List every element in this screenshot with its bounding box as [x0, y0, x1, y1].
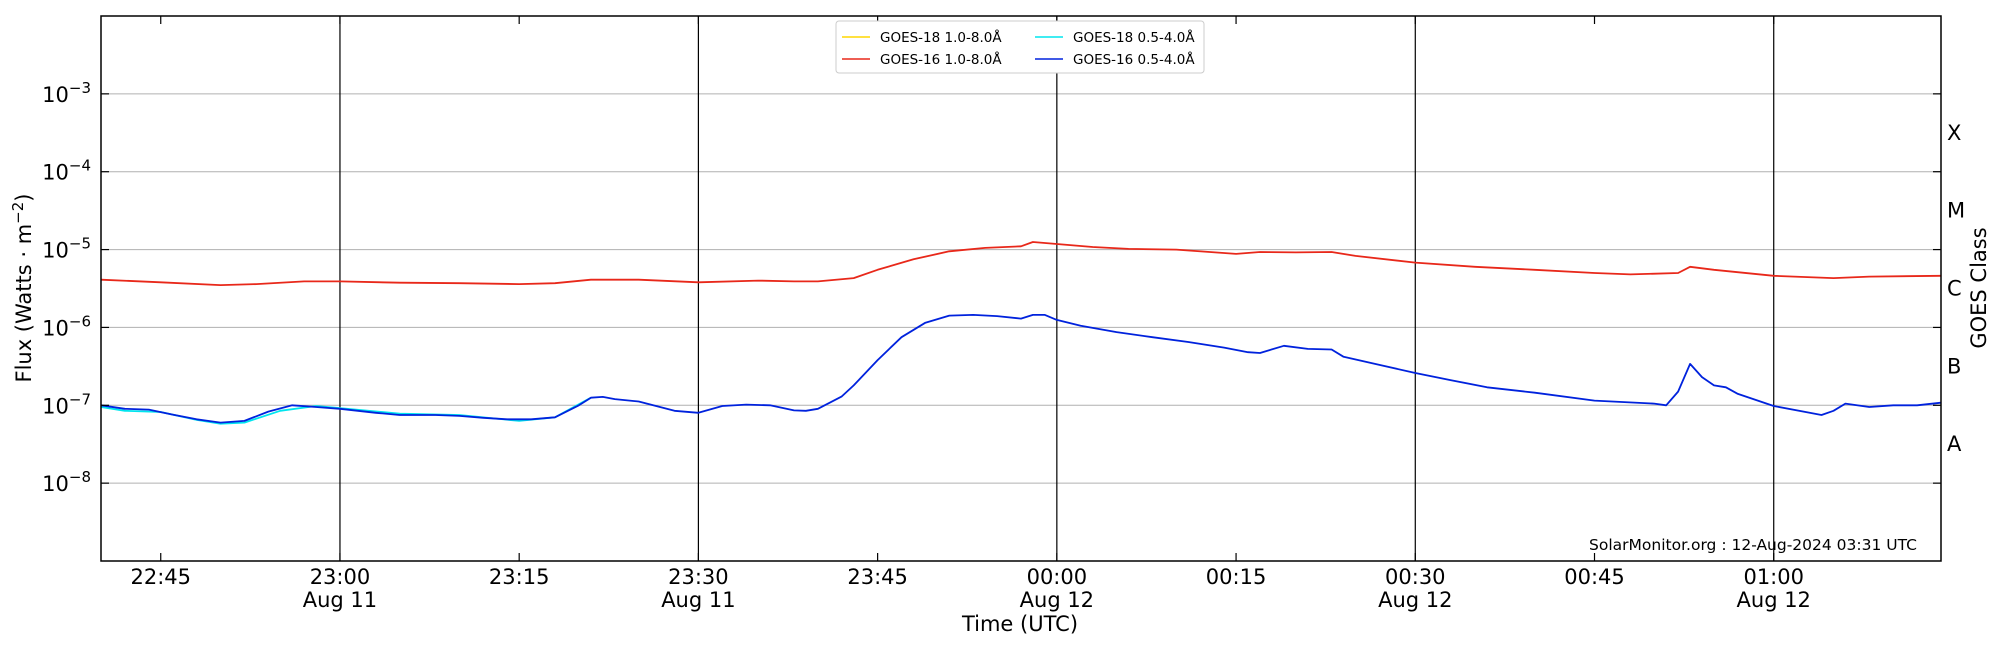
x-tick-label: 00:15	[1206, 565, 1267, 589]
goes-class-axis-title: GOES Class	[1967, 227, 1991, 348]
y-tick-base: 10	[42, 316, 69, 340]
x-tick-date: Aug 12	[1020, 588, 1094, 612]
watermark: SolarMonitor.org : 12-Aug-2024 03:31 UTC	[1589, 536, 1917, 554]
x-tick-label: 00:45	[1564, 565, 1625, 589]
legend-label: GOES-18 1.0-8.0Å	[880, 29, 1002, 46]
goes-class-label: B	[1947, 354, 1961, 378]
y-tick-base: 10	[42, 83, 69, 107]
legend-box	[835, 20, 1205, 74]
series-layer	[100, 241, 1942, 425]
x-tick-label: 23:30	[668, 565, 729, 589]
x-axis-title: Time (UTC)	[961, 612, 1078, 636]
y-tick-exponent: −5	[69, 235, 91, 253]
y-tick-label: 10−8	[42, 468, 91, 496]
y-tick-label: 10−6	[42, 312, 91, 340]
x-tick-label: 00:30	[1385, 565, 1446, 589]
x-tick-label: 23:15	[489, 565, 550, 589]
x-tick-label: 23:00	[310, 565, 371, 589]
x-tick-label: 01:00	[1743, 565, 1804, 589]
y-axis-title: Flux (Watts · m−2)	[9, 193, 36, 382]
y-tick-exponent: −7	[69, 390, 91, 408]
legend-label: GOES-16 1.0-8.0Å	[880, 51, 1002, 68]
y-tick-exponent: −8	[69, 468, 91, 486]
goes-class-label: M	[1947, 199, 1965, 223]
y-tick-base: 10	[42, 239, 69, 263]
y-tick-exponent: −3	[69, 79, 91, 97]
x-tick-label: 22:45	[130, 565, 191, 589]
y-tick-label: 10−5	[42, 235, 91, 263]
y-tick-label: 10−7	[42, 390, 91, 418]
y-tick-base: 10	[42, 161, 69, 185]
x-tick-date: Aug 11	[303, 588, 377, 612]
y-axis-title-close: )	[12, 193, 36, 201]
y-tick-label: 10−4	[42, 157, 91, 185]
y-axis-title-exponent: −2	[9, 202, 27, 224]
series-line	[100, 313, 1942, 424]
goes-class-label: A	[1947, 432, 1962, 456]
x-tick-label: 00:00	[1027, 565, 1088, 589]
goes-class-label: X	[1947, 121, 1961, 145]
series-line	[100, 241, 1942, 287]
y-tick-label: 10−3	[42, 79, 91, 107]
legend-label: GOES-16 0.5-4.0Å	[1073, 51, 1195, 68]
legend-label: GOES-18 0.5-4.0Å	[1073, 29, 1195, 46]
goes-class-label: C	[1947, 277, 1962, 301]
x-tick-date: Aug 12	[1737, 588, 1811, 612]
grid	[101, 16, 1941, 561]
legend: GOES-18 1.0-8.0Å GOES-16 1.0-8.0Å GOES-18 …	[835, 20, 1205, 74]
x-tick-date: Aug 11	[661, 588, 735, 612]
y-tick-base: 10	[42, 472, 69, 496]
x-tick-date: Aug 12	[1378, 588, 1452, 612]
x-tick-label: 23:45	[847, 565, 908, 589]
y-tick-base: 10	[42, 394, 69, 418]
y-axis-title-main: Flux (Watts · m	[12, 224, 36, 383]
plot-frame	[100, 15, 1942, 562]
y-tick-exponent: −4	[69, 157, 91, 175]
y-tick-exponent: −6	[69, 312, 91, 330]
